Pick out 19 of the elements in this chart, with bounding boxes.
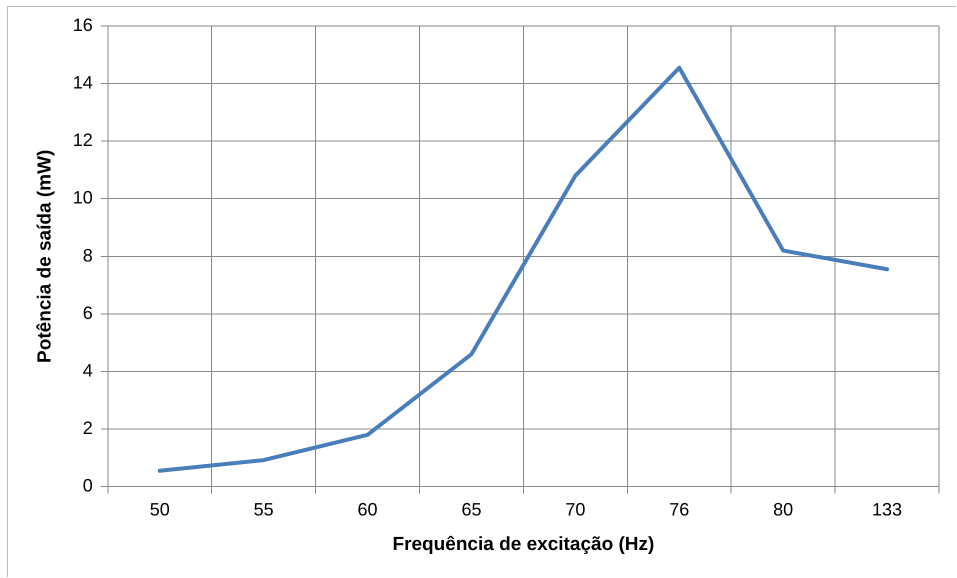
x-tick-label: 80 [773, 499, 794, 520]
x-tick-label: 65 [461, 499, 482, 520]
y-tick-label: 10 [72, 188, 93, 208]
y-tick-label: 16 [72, 14, 93, 35]
x-tick-label: 50 [150, 499, 170, 520]
x-axis-title: Frequência de excitação (Hz) [392, 534, 654, 555]
x-tick-label: 60 [358, 499, 378, 520]
x-tick-label: 76 [669, 499, 690, 520]
y-tick-label: 14 [72, 72, 93, 93]
y-tick-label: 8 [82, 245, 93, 266]
y-tick-label: 6 [82, 302, 93, 323]
x-tick-label: 70 [565, 499, 586, 520]
y-tick-label: 0 [82, 476, 93, 496]
y-tick-label: 2 [82, 418, 93, 438]
y-tick-label: 12 [72, 130, 93, 150]
y-tick-label: 4 [82, 360, 93, 380]
y-axis-title: Potência de saída (mW) [34, 150, 56, 363]
x-tick-label: 55 [254, 499, 274, 520]
x-tick-label: 133 [872, 499, 902, 520]
